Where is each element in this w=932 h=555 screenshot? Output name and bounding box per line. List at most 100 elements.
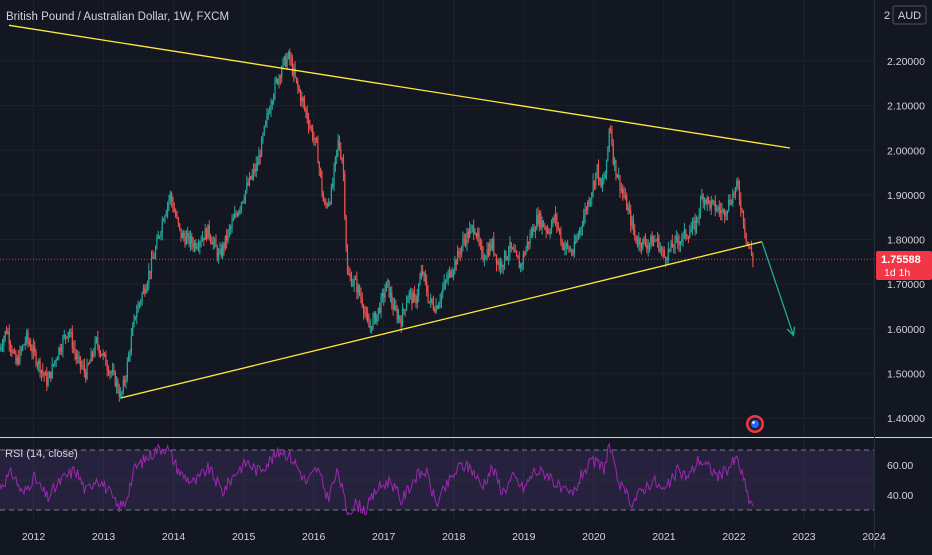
candle-body xyxy=(364,313,365,314)
candle-body xyxy=(2,346,3,347)
candle-body xyxy=(264,126,265,134)
candle-body xyxy=(131,335,132,352)
candle-body xyxy=(48,378,49,385)
y-tick-label: 1.50000 xyxy=(887,368,925,380)
candle-body xyxy=(372,318,373,329)
candle-body xyxy=(88,364,89,365)
candle-body xyxy=(258,155,259,165)
candle-body xyxy=(548,231,549,234)
candle-body xyxy=(202,238,203,241)
candle-body xyxy=(76,353,77,359)
candle-body xyxy=(658,237,659,251)
candle-body xyxy=(719,207,720,210)
candle-body xyxy=(601,178,602,187)
price-badge: 1.75588 1d 1h xyxy=(876,251,932,280)
candle-body xyxy=(393,304,394,310)
candle-body xyxy=(511,242,512,248)
candle-body xyxy=(155,249,156,258)
candle-body xyxy=(691,229,692,232)
candle-body xyxy=(52,364,53,378)
candle-body xyxy=(380,296,381,312)
candle-body xyxy=(449,270,450,274)
candle-body xyxy=(566,244,567,248)
candle-body xyxy=(654,240,655,241)
candle-body xyxy=(358,286,359,292)
x-tick-label: 2016 xyxy=(302,531,326,543)
candle-body xyxy=(482,251,483,259)
candle-body xyxy=(170,193,171,199)
candle-body xyxy=(269,112,270,113)
candle-body xyxy=(574,241,575,254)
y-tick-label: 1.80000 xyxy=(887,235,925,247)
y-tick-label: 1.90000 xyxy=(887,190,925,202)
x-tick-label: 2021 xyxy=(652,531,676,543)
candle-body xyxy=(231,221,232,227)
candle-body xyxy=(707,197,708,204)
candle-body xyxy=(246,183,247,190)
candle-body xyxy=(266,115,267,122)
candle-body xyxy=(352,284,353,286)
candle-body xyxy=(121,392,122,393)
candle-body xyxy=(634,230,635,235)
candle-body xyxy=(242,201,243,202)
candle-body xyxy=(395,306,396,310)
candle-body xyxy=(34,346,35,352)
candle-body xyxy=(245,191,246,200)
candle-body xyxy=(217,247,218,258)
candle-body xyxy=(333,166,334,183)
x-tick-label: 2015 xyxy=(232,531,256,543)
candle-body xyxy=(678,242,679,245)
candle-body xyxy=(136,312,137,317)
candle-body xyxy=(750,247,751,248)
candle-body xyxy=(129,352,130,354)
candle-body xyxy=(589,202,590,205)
candle-body xyxy=(391,293,392,304)
rsi-y-tick-label: 60.00 xyxy=(887,460,913,472)
candle-body xyxy=(605,174,606,179)
x-tick-label: 2013 xyxy=(92,531,116,543)
candle-body xyxy=(414,293,415,296)
candle-body xyxy=(474,233,475,234)
candle-body xyxy=(370,326,371,327)
candle-body xyxy=(183,233,184,237)
candle-body xyxy=(407,297,408,303)
candle-body xyxy=(363,306,364,313)
candle-body xyxy=(240,208,241,210)
candle-body xyxy=(190,236,191,244)
candle-body xyxy=(82,366,83,367)
candle-body xyxy=(401,320,402,326)
candle-body xyxy=(696,218,697,232)
candle-body xyxy=(508,253,509,257)
candle-body xyxy=(386,282,387,292)
candle-body xyxy=(11,348,12,352)
candle-body xyxy=(657,237,658,240)
candle-body xyxy=(733,193,734,194)
candle-body xyxy=(42,370,43,373)
candle-body xyxy=(233,218,234,221)
candle-body xyxy=(732,193,733,203)
candle-body xyxy=(209,225,210,236)
candle-body xyxy=(427,292,428,301)
candle-body xyxy=(383,293,384,298)
candle-body xyxy=(68,332,69,338)
candle-body xyxy=(617,175,618,178)
candle-body xyxy=(752,255,753,261)
candle-body xyxy=(560,232,561,243)
candle-body xyxy=(171,193,172,201)
candle-body xyxy=(285,56,286,66)
candle-body xyxy=(344,173,345,215)
currency-button[interactable]: AUD xyxy=(893,6,926,24)
candle-body xyxy=(346,216,347,248)
earnings-event-icon[interactable] xyxy=(746,415,764,433)
candle-body xyxy=(699,213,700,217)
candle-body xyxy=(472,226,473,227)
candle-body xyxy=(554,218,555,220)
candle-body xyxy=(53,364,54,365)
candle-body xyxy=(277,79,278,84)
candle-body xyxy=(440,301,441,304)
candle-body xyxy=(57,357,58,360)
candle-body xyxy=(158,236,159,238)
candle-body xyxy=(101,354,102,356)
candle-body xyxy=(100,353,101,354)
